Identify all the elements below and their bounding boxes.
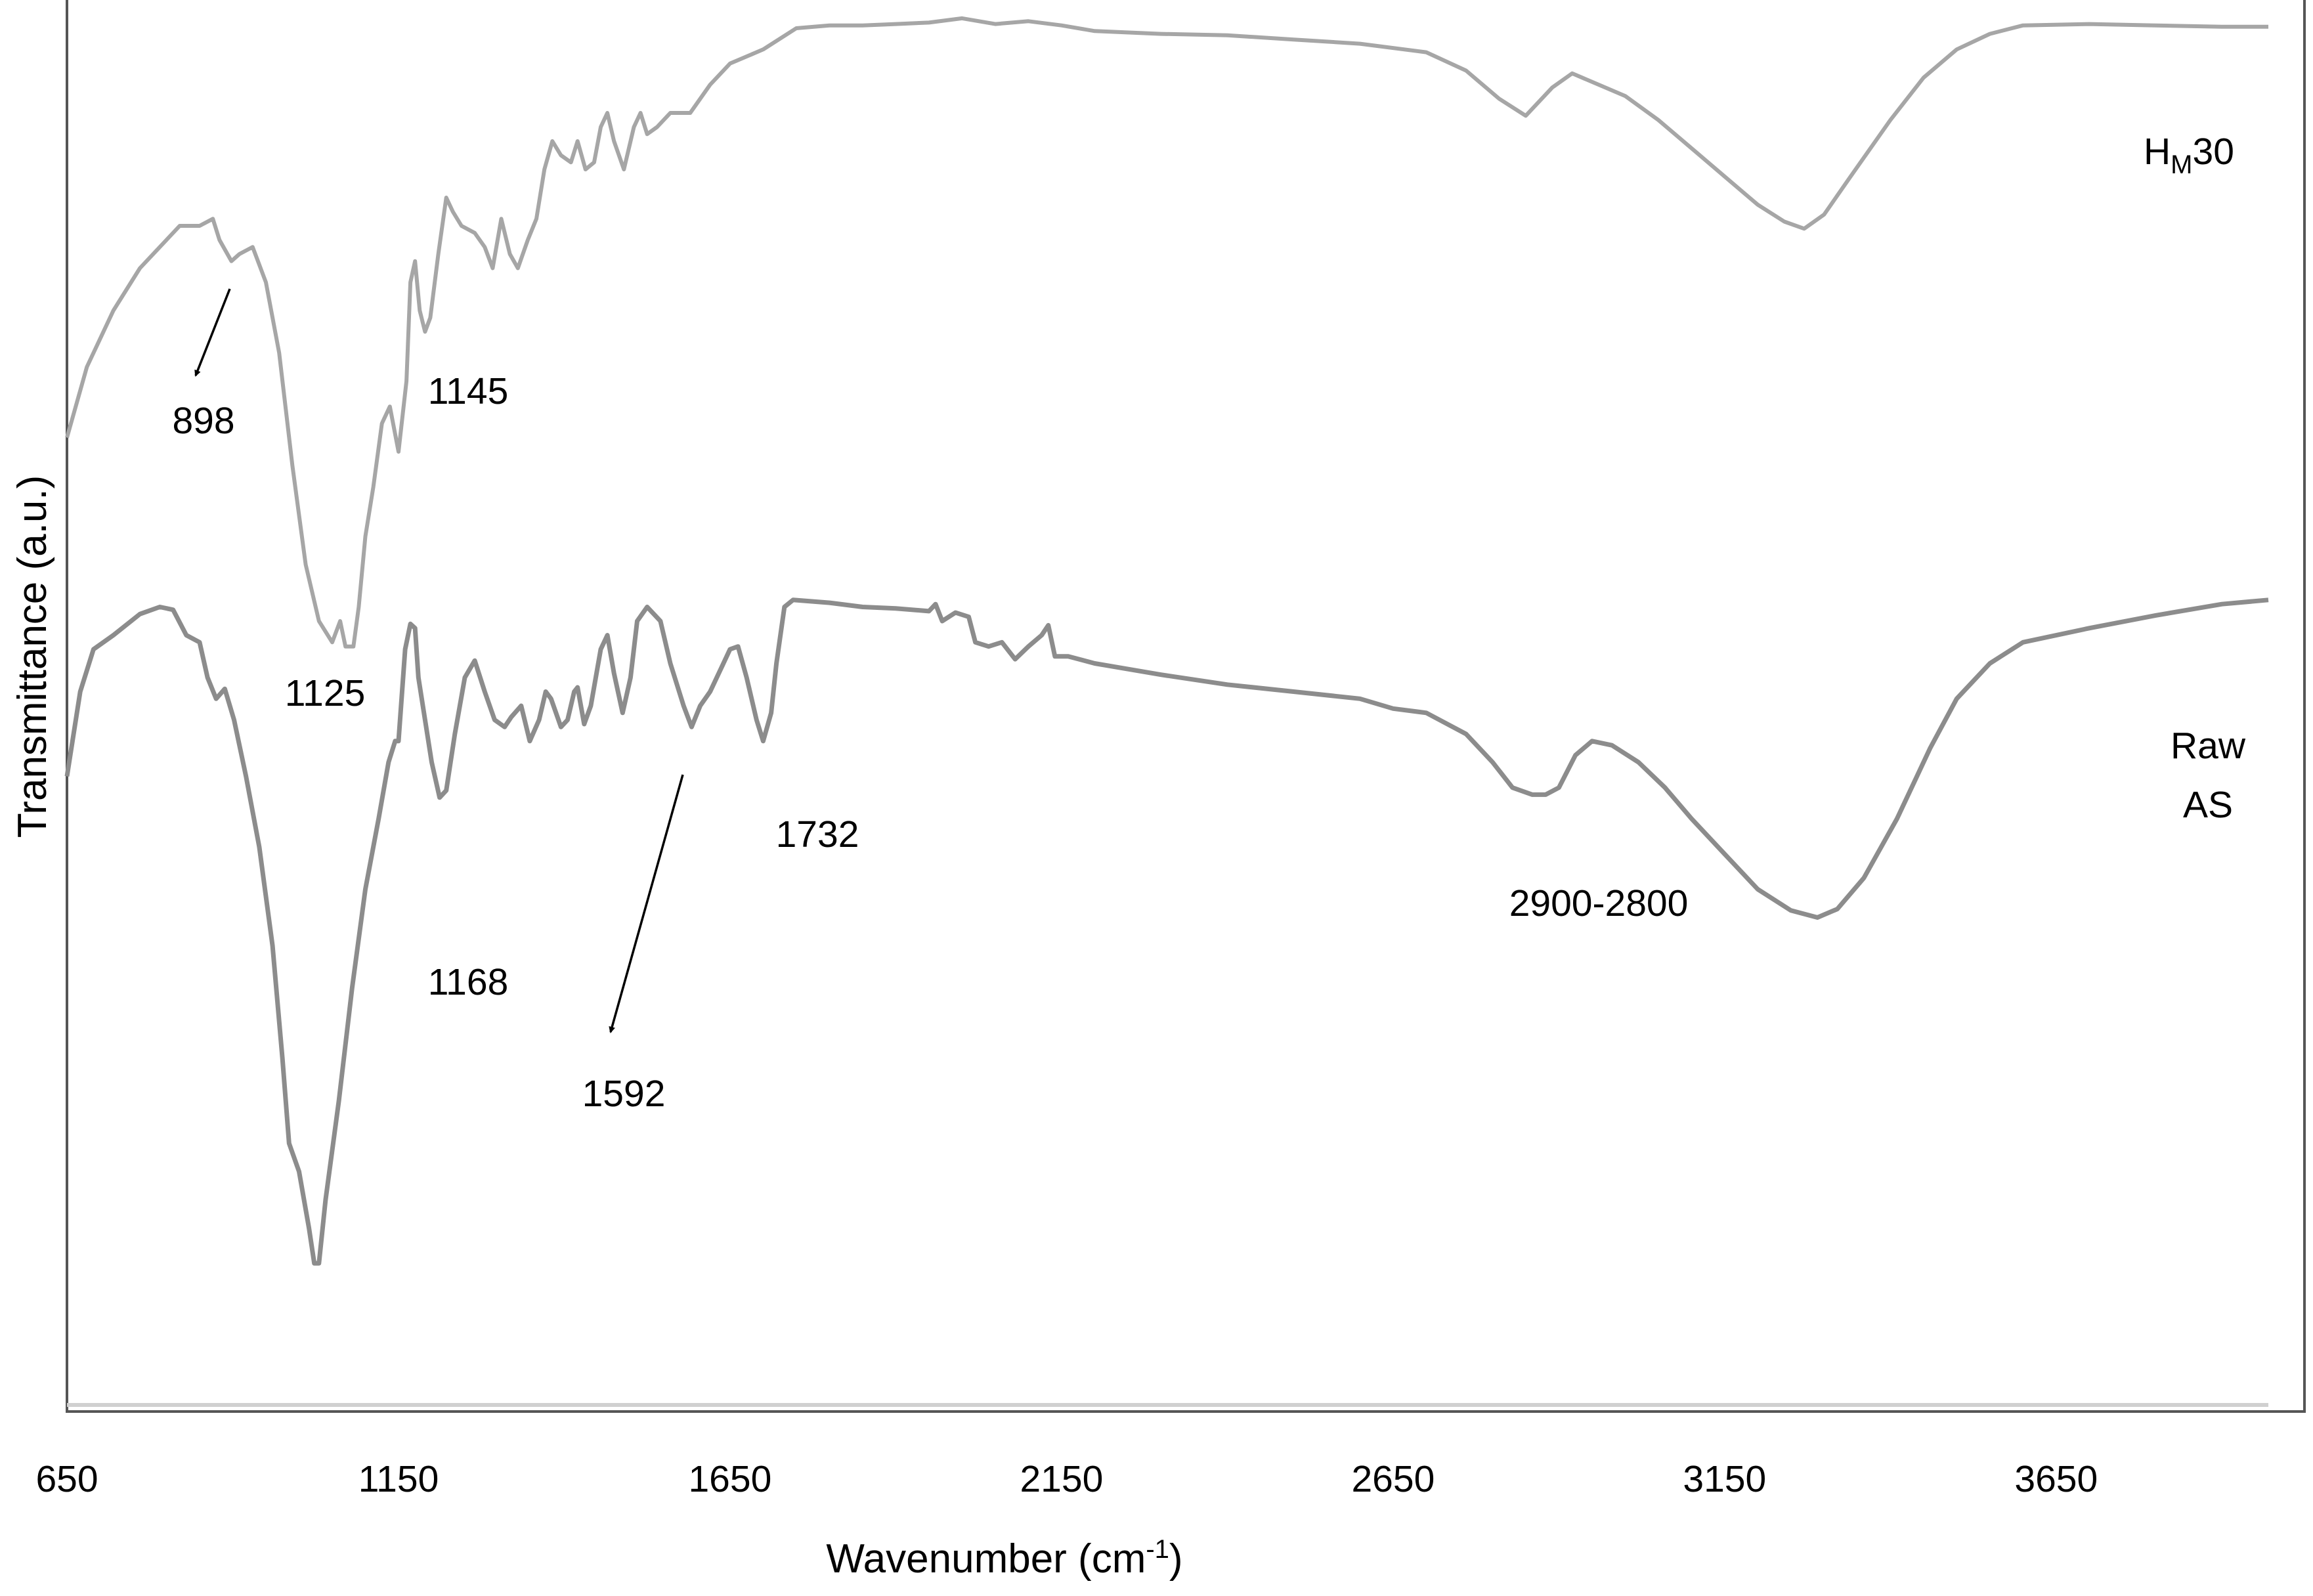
- x-tick-label-2650: 2650: [1351, 1458, 1435, 1500]
- annotation-1125: 1125: [285, 672, 366, 714]
- series-line-raw-as: [64, 597, 2269, 1266]
- x-tick-label-3650: 3650: [2014, 1458, 2098, 1500]
- annotation-1145: 1145: [428, 370, 509, 412]
- series-label-raw-as-line1: Raw: [2171, 725, 2246, 767]
- annotation-1168: 1168: [428, 961, 509, 1003]
- x-axis-title: Wavenumber (cm-1): [826, 1535, 1182, 1582]
- series-label-raw-as-line2: AS: [2183, 784, 2233, 826]
- y-axis-title: Transmittance (a.u.): [10, 475, 55, 838]
- annotation-1592: 1592: [582, 1073, 666, 1115]
- x-tick-label-2150: 2150: [1020, 1458, 1103, 1500]
- x-tick-labels: 650 1150 1650 2150 2650 3150 3650: [35, 1458, 2098, 1500]
- annotation-arrow-1592: [609, 774, 684, 1033]
- x-tick-label-1150: 1150: [358, 1458, 439, 1500]
- annotation-2900-2800: 2900-2800: [1509, 882, 1689, 924]
- x-tick-label-1650: 1650: [688, 1458, 771, 1500]
- series-label-hm30: HM30: [2144, 131, 2234, 179]
- x-tick-label-3150: 3150: [1683, 1458, 1766, 1500]
- x-tick-label-650: 650: [35, 1458, 98, 1500]
- series-line-hm30: [65, 16, 2268, 649]
- annotation-arrow-898: [194, 288, 231, 377]
- annotation-898: 898: [172, 400, 234, 442]
- annotation-1732: 1732: [776, 813, 859, 855]
